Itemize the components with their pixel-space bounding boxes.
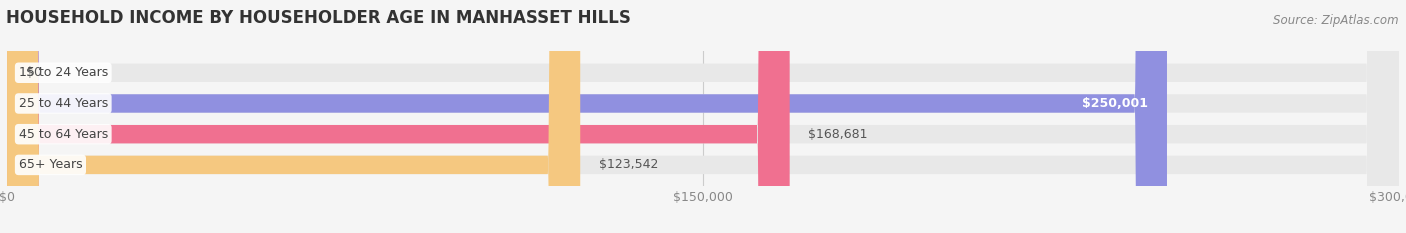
FancyBboxPatch shape [7,0,1167,233]
Text: $168,681: $168,681 [808,128,868,141]
Text: 25 to 44 Years: 25 to 44 Years [18,97,108,110]
FancyBboxPatch shape [7,0,790,233]
Text: HOUSEHOLD INCOME BY HOUSEHOLDER AGE IN MANHASSET HILLS: HOUSEHOLD INCOME BY HOUSEHOLDER AGE IN M… [6,9,630,27]
Text: 65+ Years: 65+ Years [18,158,83,171]
Text: $0: $0 [25,66,42,79]
Text: 45 to 64 Years: 45 to 64 Years [18,128,108,141]
FancyBboxPatch shape [7,0,1399,233]
Text: $123,542: $123,542 [599,158,658,171]
Text: Source: ZipAtlas.com: Source: ZipAtlas.com [1274,14,1399,27]
Text: 15 to 24 Years: 15 to 24 Years [18,66,108,79]
FancyBboxPatch shape [7,0,1399,233]
FancyBboxPatch shape [7,0,1399,233]
FancyBboxPatch shape [7,0,1399,233]
FancyBboxPatch shape [7,0,581,233]
Text: $250,001: $250,001 [1083,97,1149,110]
